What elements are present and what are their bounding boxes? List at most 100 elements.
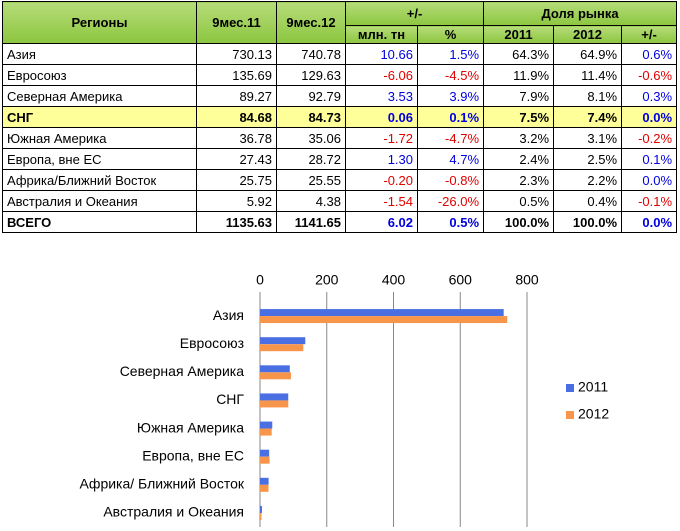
table-cell: Азия: [2, 43, 197, 65]
table-cell: 2.3%: [483, 169, 555, 191]
header-cell: Доля рынка: [483, 1, 678, 26]
chart: 0 200 400 600 800 Азия Евросоюз Северная Америк…: [79, 272, 609, 527]
y-tick-label: СНГ: [216, 391, 244, 407]
table-cell: 100.0%: [553, 211, 623, 233]
table-cell: 100.0%: [483, 211, 555, 233]
bar: [260, 505, 262, 513]
table-row: Южная Америка 36.78 35.06 -1.72 -4.7% 3.2% 3.1…: [2, 127, 678, 149]
table-cell: 7.5%: [483, 106, 555, 128]
bar: [260, 449, 270, 457]
y-tick-label: Европа, вне ЕС: [142, 447, 244, 463]
header-cell: +/-: [621, 25, 678, 44]
table-cell: 84.68: [196, 106, 277, 128]
table-cell: 3.2%: [483, 127, 555, 149]
table-cell: 5.92: [196, 190, 277, 212]
table-cell: 1135.63: [196, 211, 277, 233]
legend-label: 2011: [578, 379, 608, 395]
table-cell: 2.5%: [553, 148, 623, 170]
table-cell: Австралия и Океания: [2, 190, 197, 212]
table-cell: 0.0%: [621, 106, 678, 128]
table-row: СНГ 84.68 84.73 0.06 0.1% 7.5% 7.4% 0.0%: [2, 106, 678, 128]
x-tick-label: 400: [382, 272, 406, 288]
table-cell: 8.1%: [553, 85, 623, 107]
legend-swatch: [566, 384, 574, 392]
table-row: Северная Америка 89.27 92.79 3.53 3.9% 7.9% 8.…: [2, 85, 678, 107]
table-cell: 135.69: [196, 64, 277, 86]
table-cell: 1.5%: [416, 43, 485, 65]
table-cell: -0.20: [345, 169, 418, 191]
table-cell: 3.1%: [553, 127, 623, 149]
table-cell: 89.27: [196, 85, 277, 107]
bar: [260, 477, 269, 485]
legend-swatch: [566, 411, 574, 419]
header-cell: %: [416, 25, 485, 44]
header-cell: 2011: [483, 25, 555, 44]
table-cell: Южная Америка: [2, 127, 197, 149]
table-cell: 0.5%: [416, 211, 485, 233]
x-tick-label: 200: [315, 272, 339, 288]
table-cell: 2.2%: [553, 169, 623, 191]
x-tick-label: 600: [449, 272, 473, 288]
bar: [260, 344, 304, 352]
table-cell: 7.4%: [553, 106, 623, 128]
table-cell: -0.1%: [621, 190, 678, 212]
table-cell: 730.13: [196, 43, 277, 65]
table-cell: 0.1%: [416, 106, 485, 128]
y-tick-label: Австралия и Океания: [103, 504, 244, 520]
table-cell: -6.06: [345, 64, 418, 86]
table-cell: 25.75: [196, 169, 277, 191]
table-cell: 4.38: [276, 190, 346, 212]
table-cell: Африка/Ближний Восток: [2, 169, 197, 191]
x-tick-label: 800: [515, 272, 539, 288]
header-cell: Регионы: [2, 1, 197, 44]
bar: [260, 421, 273, 429]
table-cell: 0.0%: [621, 169, 678, 191]
market-table: Регионы 9мес.11 9мес.12 +/- Доля рынка м…: [2, 1, 678, 233]
table-cell: 0.5%: [483, 190, 555, 212]
table-cell: 2.4%: [483, 148, 555, 170]
table-row: Европа, вне ЕС 27.43 28.72 1.30 4.7% 2.4% 2.5%…: [2, 148, 678, 170]
table-cell: -0.8%: [416, 169, 485, 191]
table-cell: 0.0%: [621, 211, 678, 233]
table-cell: 129.63: [276, 64, 346, 86]
table-cell: 3.53: [345, 85, 418, 107]
table-cell: 740.78: [276, 43, 346, 65]
y-tick-label: Африка/ Ближний Восток: [79, 476, 244, 492]
table-cell: -4.5%: [416, 64, 485, 86]
bar: [260, 393, 289, 401]
table-cell: 0.1%: [621, 148, 678, 170]
bar: [260, 512, 262, 520]
table-cell: 4.7%: [416, 148, 485, 170]
table-cell: 35.06: [276, 127, 346, 149]
bar: [260, 456, 270, 464]
table-row: Евросоюз 135.69 129.63 -6.06 -4.5% 11.9% 11.4%…: [2, 64, 678, 86]
table-cell: 84.73: [276, 106, 346, 128]
table-cell: 6.02: [345, 211, 418, 233]
table-cell: 0.6%: [621, 43, 678, 65]
table-cell: -26.0%: [416, 190, 485, 212]
table-cell: 10.66: [345, 43, 418, 65]
table-cell: 3.9%: [416, 85, 485, 107]
bar: [260, 337, 306, 345]
bar: [260, 484, 269, 492]
table-cell: 92.79: [276, 85, 346, 107]
table-cell: -0.2%: [621, 127, 678, 149]
table-cell: СНГ: [2, 106, 197, 128]
bar: [260, 428, 272, 436]
table-cell: 64.9%: [553, 43, 623, 65]
table-cell: Евросоюз: [2, 64, 197, 86]
table-cell: ВСЕГО: [2, 211, 197, 233]
y-tick-label: Северная Америка: [120, 363, 245, 379]
table-cell: Северная Америка: [2, 85, 197, 107]
table-cell: 25.55: [276, 169, 346, 191]
table-cell: 1.30: [345, 148, 418, 170]
table-cell: -4.7%: [416, 127, 485, 149]
table-cell: -0.6%: [621, 64, 678, 86]
table-cell: 1141.65: [276, 211, 346, 233]
table-cell: 27.43: [196, 148, 277, 170]
table-cell: 28.72: [276, 148, 346, 170]
table-row: ВСЕГО 1135.63 1141.65 6.02 0.5% 100.0% 100.0% 0…: [2, 211, 678, 233]
table-cell: -1.54: [345, 190, 418, 212]
table-row: Азия 730.13 740.78 10.66 1.5% 64.3% 64.9% 0.6%: [2, 43, 678, 65]
